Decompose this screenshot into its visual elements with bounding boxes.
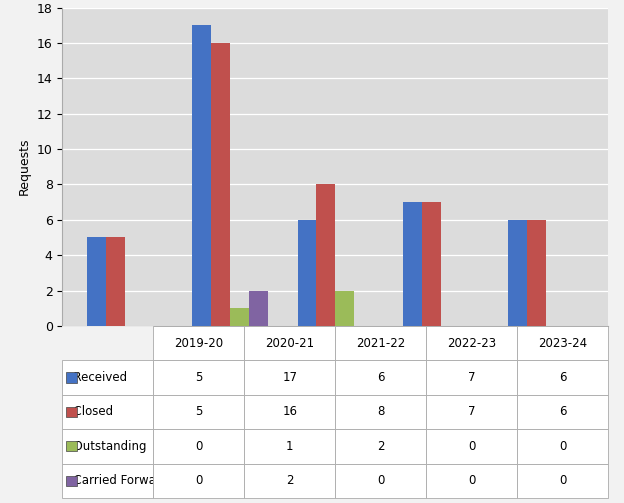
Bar	[192, 25, 212, 326]
Bar	[249, 291, 268, 326]
Bar	[527, 220, 546, 326]
Bar	[336, 291, 354, 326]
Bar	[298, 220, 316, 326]
Bar	[87, 237, 106, 326]
Bar	[402, 202, 422, 326]
Bar	[316, 185, 336, 326]
Bar	[508, 220, 527, 326]
Bar	[106, 237, 125, 326]
Y-axis label: Requests: Requests	[18, 138, 31, 196]
Bar	[230, 308, 249, 326]
Bar	[422, 202, 441, 326]
Bar	[212, 43, 230, 326]
